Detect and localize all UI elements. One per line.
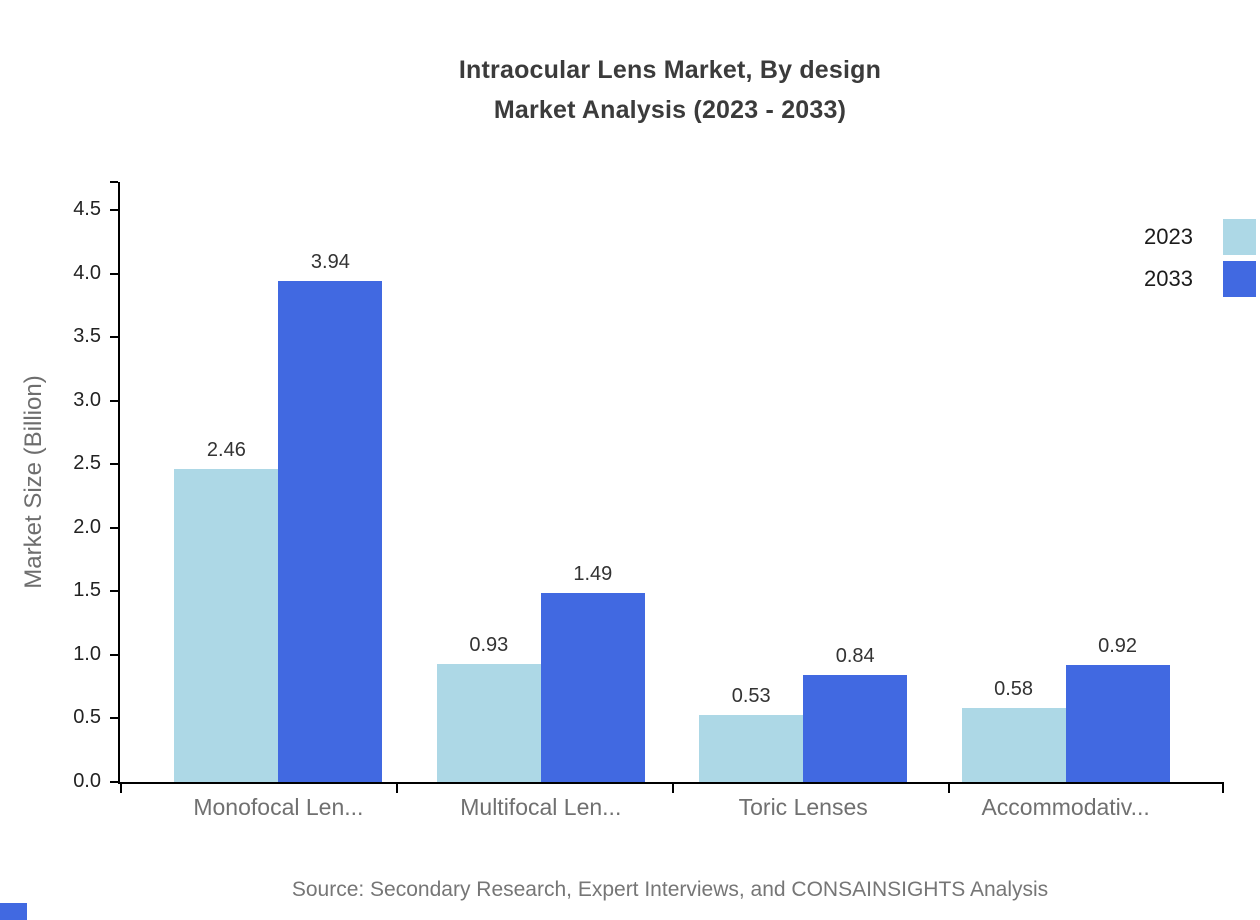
y-axis-tick-label: 1.0 bbox=[73, 642, 101, 665]
chart-title-line1: Intraocular Lens Market, By design bbox=[458, 56, 882, 84]
bar-value-label: 1.49 bbox=[573, 562, 613, 585]
legend-label: 2033 bbox=[1144, 265, 1193, 291]
y-axis-tick bbox=[110, 653, 118, 656]
y-axis-tick-label: 0.0 bbox=[73, 770, 101, 793]
bar-value-label: 0.93 bbox=[469, 633, 509, 656]
x-axis-tick bbox=[948, 782, 950, 793]
x-axis-tick bbox=[396, 782, 398, 793]
plot-area: 0.0 0.5 1.0 1.5 2.0 2.5 3.0 3.5 4.0 4.5 2.46 3.94 Mo… bbox=[73, 181, 1224, 820]
bar-value-label: 0.92 bbox=[1098, 635, 1138, 658]
y-axis-tick bbox=[110, 399, 118, 402]
legend: 2023 2033 bbox=[1144, 218, 1260, 297]
brand-corner-square bbox=[0, 903, 27, 920]
y-axis-tick bbox=[110, 336, 118, 339]
bar-2023-accommodativ[interactable] bbox=[961, 708, 1066, 782]
y-axis-tick bbox=[110, 781, 118, 783]
chart-title: Intraocular Lens Market, By design Marke… bbox=[118, 50, 1222, 130]
x-axis-category-label: Multifocal Len... bbox=[460, 794, 622, 820]
y-axis-tick-label: 3.5 bbox=[73, 325, 101, 348]
x-axis-tick bbox=[120, 782, 122, 793]
bar-2033-multifocal-len[interactable] bbox=[540, 592, 645, 782]
source-note: Source: Secondary Research, Expert Inter… bbox=[291, 878, 1049, 901]
legend-swatch-2033 bbox=[1223, 260, 1256, 297]
bar-2023-toric-lenses[interactable] bbox=[699, 714, 804, 782]
y-axis-tick-label: 2.0 bbox=[73, 515, 101, 538]
bar-2033-monofocal-len[interactable] bbox=[278, 281, 383, 782]
y-axis-tick bbox=[110, 590, 118, 593]
legend-item-2023[interactable]: 2023 bbox=[1144, 218, 1260, 255]
chart-title-line2: Market Analysis (2023 - 2033) bbox=[493, 96, 847, 124]
bar-value-label: 0.58 bbox=[994, 678, 1034, 701]
bar-2023-multifocal-len[interactable] bbox=[436, 663, 541, 782]
y-axis-tick-label: 0.5 bbox=[73, 706, 101, 729]
bar-value-label: 3.94 bbox=[310, 251, 350, 274]
bar-2033-accommodativ[interactable] bbox=[1065, 665, 1170, 782]
x-axis-category-label: Toric Lenses bbox=[738, 794, 868, 820]
x-axis-category-label: Monofocal Len... bbox=[193, 794, 364, 820]
x-axis-tick bbox=[1222, 782, 1224, 793]
y-axis-title: Market Size (Billion) bbox=[20, 375, 47, 589]
bar-value-label: 0.84 bbox=[835, 645, 875, 668]
y-axis-tick bbox=[110, 463, 118, 466]
bar-value-label: 2.46 bbox=[206, 439, 246, 462]
legend-item-2033[interactable]: 2033 bbox=[1144, 260, 1260, 297]
y-axis-tick-label: 2.5 bbox=[73, 452, 101, 475]
y-axis-tick bbox=[110, 526, 118, 529]
bar-2023-monofocal-len[interactable] bbox=[174, 469, 279, 782]
legend-label: 2023 bbox=[1144, 223, 1193, 249]
x-axis-tick bbox=[672, 782, 674, 793]
legend-swatch-2023 bbox=[1223, 218, 1256, 255]
x-axis-category-label: Accommodativ... bbox=[981, 794, 1150, 820]
y-axis-tick bbox=[110, 208, 118, 211]
y-axis-tick-label: 4.0 bbox=[73, 261, 101, 284]
y-axis-tick bbox=[110, 717, 118, 720]
bar-value-label: 0.53 bbox=[731, 684, 771, 707]
y-axis-tick-label: 1.5 bbox=[73, 579, 101, 602]
y-axis-tick-label: 3.0 bbox=[73, 388, 101, 411]
bar-2033-toric-lenses[interactable] bbox=[803, 675, 908, 782]
y-axis-tick bbox=[110, 272, 118, 275]
y-axis-tick bbox=[110, 181, 118, 183]
y-axis-tick-label: 4.5 bbox=[73, 197, 101, 220]
